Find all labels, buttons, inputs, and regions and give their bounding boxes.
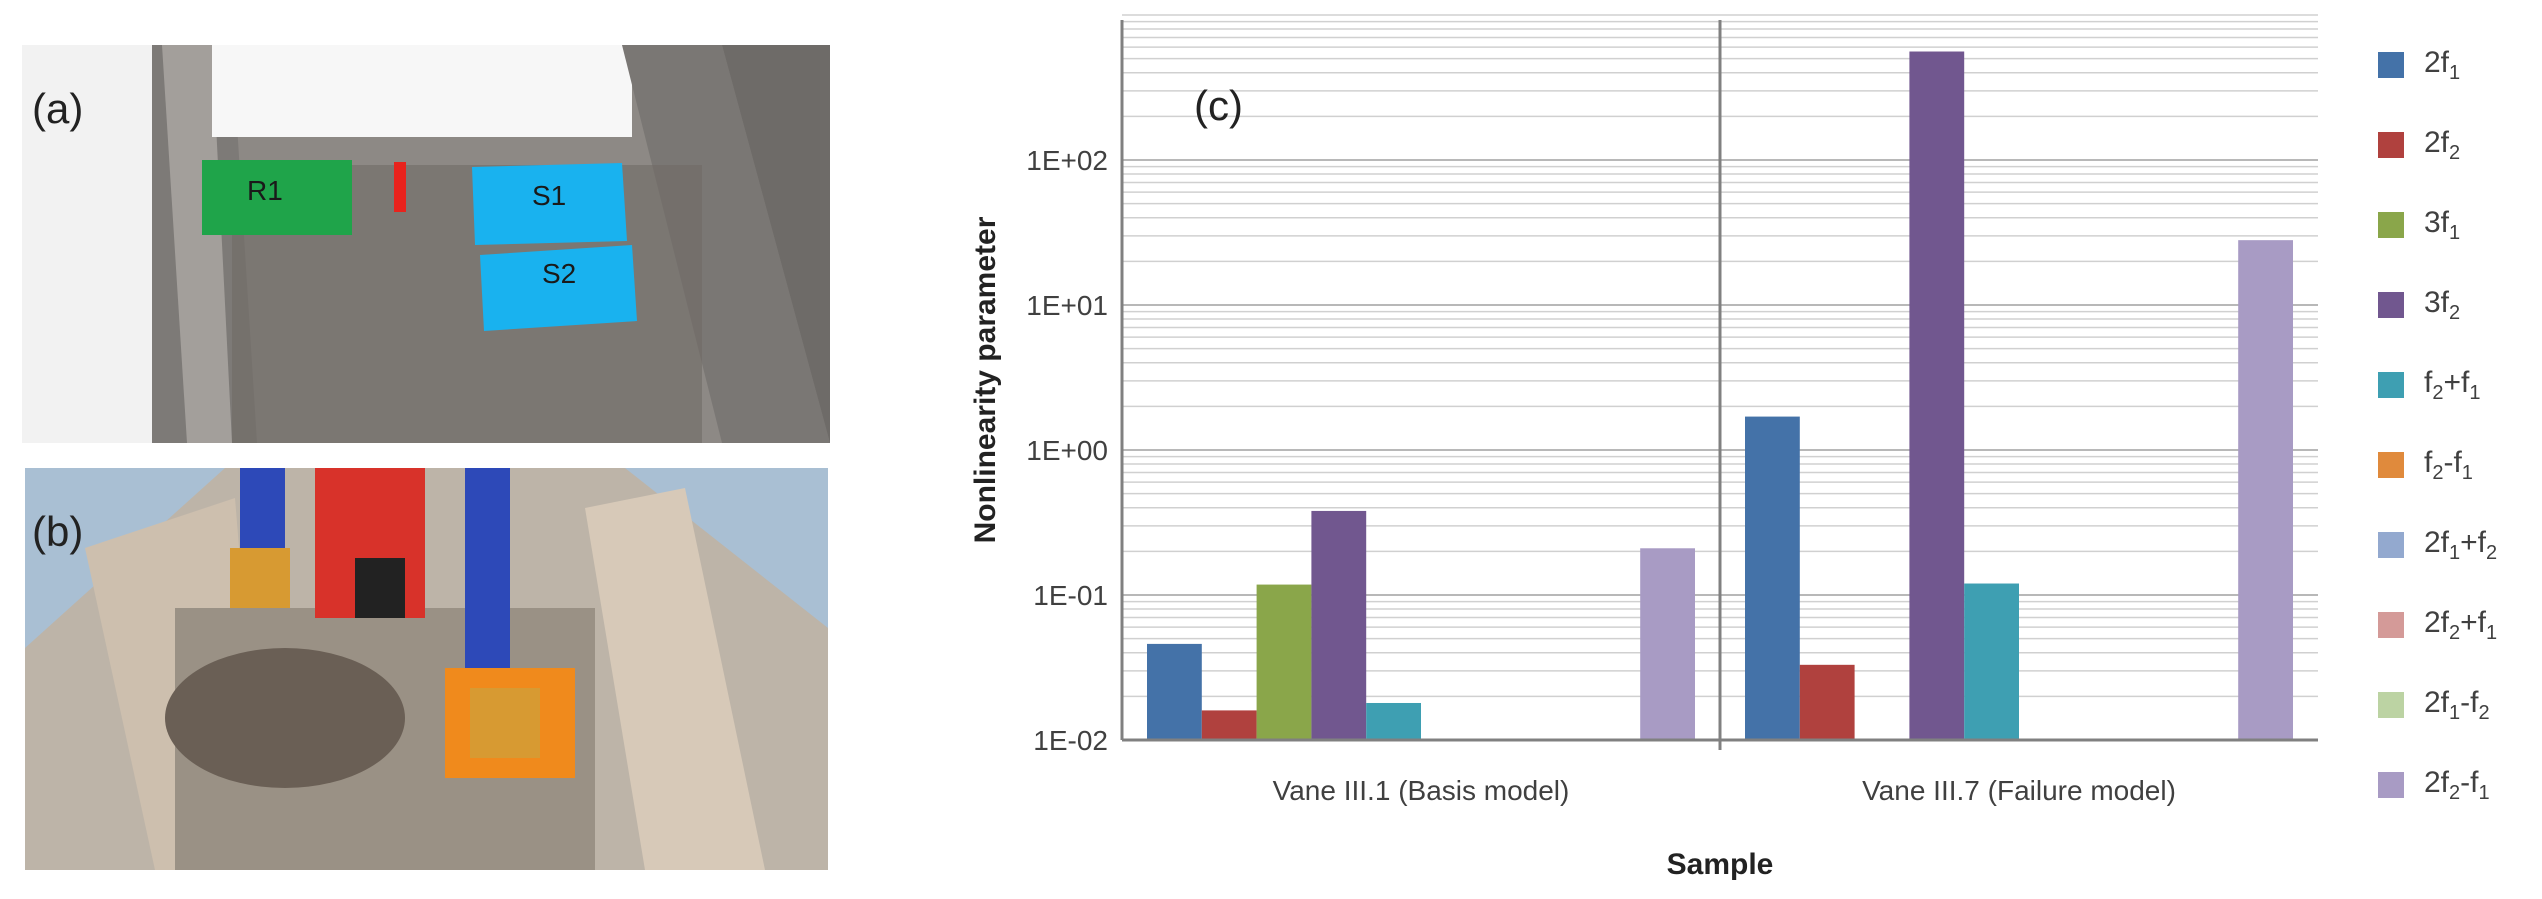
x-tick-label: Vane III.1 (Basis model) <box>1273 775 1570 806</box>
sensor-cable-right <box>465 468 510 698</box>
region-r1 <box>202 160 352 235</box>
legend-swatch <box>2378 292 2404 318</box>
legend-item: 2f2-f1 <box>2378 760 2490 810</box>
legend-item: 2f2 <box>2378 120 2460 170</box>
region-s1-label: S1 <box>532 180 566 211</box>
legend-label: f2+f1 <box>2424 365 2481 404</box>
panel-label-c: (c) <box>1194 82 1243 129</box>
y-tick-label: 1E-01 <box>1033 580 1108 611</box>
bar <box>1147 643 1202 740</box>
bar <box>1964 583 2019 740</box>
legend-label: 2f2-f1 <box>2424 765 2490 804</box>
bar <box>1311 510 1367 740</box>
y-tick-label: 1E-02 <box>1033 725 1108 756</box>
legend-swatch <box>2378 532 2404 558</box>
bar <box>1799 664 1855 740</box>
legend-item: 3f1 <box>2378 200 2460 250</box>
bar <box>1909 51 1965 740</box>
y-tick-labels: 1E-02 1E-01 1E+00 1E+01 1E+02 <box>1026 145 1108 756</box>
photo-panel-a: R1 S1 S2 <box>22 45 830 443</box>
region-s2 <box>480 245 637 331</box>
photo-a-illustration: R1 S1 S2 <box>22 45 830 443</box>
photo-panel-b <box>25 468 828 870</box>
legend-label: f2-f1 <box>2424 445 2473 484</box>
panel-label-b: (b) <box>32 508 84 555</box>
bar <box>1366 702 1421 740</box>
bar <box>1201 710 1257 740</box>
bar <box>2238 240 2293 740</box>
y-axis-title: Nonlinearity parameter <box>969 216 1002 543</box>
x-tick-label: Vane III.7 (Failure model) <box>1862 775 2176 806</box>
legend-label: 2f2+f1 <box>2424 605 2498 644</box>
bar <box>1640 548 1695 740</box>
legend-item: 2f1+f2 <box>2378 520 2497 570</box>
legend-label: 2f2 <box>2424 125 2461 164</box>
chart-bars <box>1147 51 2293 740</box>
sensor-cable-left <box>240 468 285 558</box>
legend-label: 3f2 <box>2424 285 2461 324</box>
legend-item: f2+f1 <box>2378 360 2480 410</box>
legend-label: 2f1+f2 <box>2424 525 2498 564</box>
region-s2-label: S2 <box>542 258 576 289</box>
legend-swatch <box>2378 372 2404 398</box>
legend-swatch <box>2378 692 2404 718</box>
region-r1-label: R1 <box>247 175 283 206</box>
legend-label: 2f1-f2 <box>2424 685 2490 724</box>
chart-legend: 2f1 2f2 3f1 3f2 f2+f1 f2-f1 2f1+f2 2f2+f1 2f1-f2… <box>2378 40 2538 860</box>
y-tick-label: 1E+00 <box>1026 435 1108 466</box>
legend-item: 2f1-f2 <box>2378 680 2490 730</box>
photo-b-illustration <box>25 468 828 870</box>
region-s1 <box>472 163 627 245</box>
legend-label: 3f1 <box>2424 205 2461 244</box>
panel-label-a: (a) <box>32 85 84 132</box>
y-tick-label: 1E+02 <box>1026 145 1108 176</box>
legend-swatch <box>2378 772 2404 798</box>
legend-item: 2f1 <box>2378 40 2460 90</box>
legend-swatch <box>2378 52 2404 78</box>
y-tick-label: 1E+01 <box>1026 290 1108 321</box>
bar <box>1745 416 1800 740</box>
legend-label: 2f1 <box>2424 45 2461 84</box>
x-axis-title: Sample <box>1667 848 1774 881</box>
legend-item: 2f2+f1 <box>2378 600 2497 650</box>
x-tick-labels: Vane III.1 (Basis model) Vane III.7 (Fail… <box>1273 775 2176 806</box>
legend-swatch <box>2378 132 2404 158</box>
legend-swatch <box>2378 452 2404 478</box>
bar <box>1256 584 1312 740</box>
legend-swatch <box>2378 612 2404 638</box>
legend-item: f2-f1 <box>2378 440 2473 490</box>
legend-item: 3f2 <box>2378 280 2460 330</box>
legend-swatch <box>2378 212 2404 238</box>
marker-red <box>394 162 406 212</box>
